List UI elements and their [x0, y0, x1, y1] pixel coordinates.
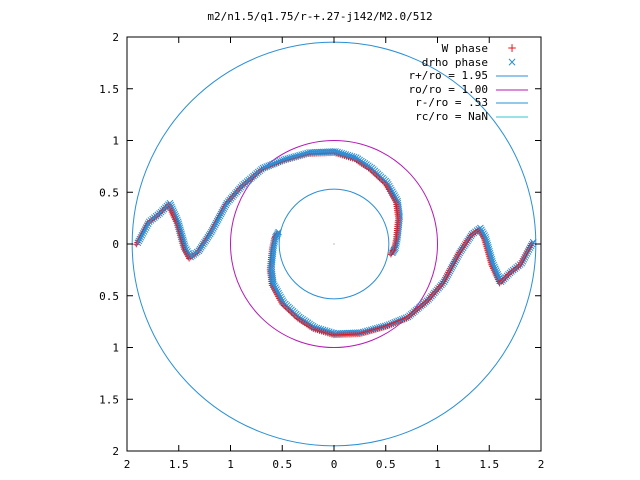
- legend-marker-w-phase: +: [507, 41, 517, 55]
- drho-phase-point-172: [486, 249, 494, 257]
- legend-marker-drho-phase: ×: [507, 55, 517, 69]
- drho-phase-point-272: [344, 151, 352, 159]
- drho-phase-point-27: [270, 280, 277, 288]
- drho-phase-point-413: [144, 220, 152, 228]
- drho-phase-point-166: [483, 237, 491, 245]
- drho-phase-point-173: [487, 251, 494, 259]
- drho-phase-point-26: [269, 278, 277, 286]
- drho-phase-point-423: [134, 239, 142, 247]
- y-tick-label-7: 1.5: [99, 393, 119, 406]
- drho-phase-point-30: [273, 286, 280, 293]
- drho-phase-point-422: [135, 237, 143, 245]
- axis-ticks: 2 1.5 1 0.5 0 0.5 1 1.5 221.510.500.511.52: [99, 31, 544, 471]
- drho-phase-point-35: [278, 295, 286, 303]
- drho-phase-point-273: [342, 151, 350, 158]
- drho-phase-point-32: [275, 289, 282, 297]
- drho-phase-point-176: [488, 257, 496, 265]
- drho-phase-point-169: [485, 243, 492, 251]
- drho-phase-point-274: [340, 150, 348, 158]
- data-points: [133, 148, 537, 339]
- drho-phase-point-271: [346, 152, 354, 160]
- y-tick-label-2: 1: [112, 135, 119, 148]
- circle-1: [230, 140, 438, 348]
- drho-phase-point-270: [348, 153, 356, 160]
- y-tick-label-0: 2: [112, 31, 119, 44]
- drho-phase-point-417: [140, 228, 148, 235]
- drho-phase-point-160: [478, 226, 485, 234]
- center-dot: [333, 243, 335, 245]
- drho-phase-point-175: [488, 255, 496, 263]
- drho-phase-point-31: [274, 287, 281, 295]
- x-tick-label-1: 1.5: [169, 458, 189, 471]
- drho-phase-point-415: [142, 224, 150, 231]
- drho-phase-point-181: [492, 267, 500, 275]
- y-tick-label-4: 0: [112, 238, 119, 251]
- drho-phase-point-418: [139, 230, 147, 237]
- legend-label-rc: rc/ro = NaN: [415, 110, 488, 123]
- drho-phase-point-180: [491, 265, 499, 273]
- drho-phase-point-29: [272, 284, 279, 291]
- x-tick-label-2: 1: [227, 458, 234, 471]
- drho-phase-point-276: [336, 149, 343, 157]
- legend: W phase + drho phase × r+/ro = 1.95 ro/r…: [409, 41, 528, 123]
- drho-phase-point-174: [487, 253, 495, 261]
- x-tick-label-8: 2: [538, 458, 545, 471]
- drho-phase-point-416: [141, 226, 149, 233]
- chart-title: m2/n1.5/q1.75/r-+.27-j142/M2.0/512: [207, 10, 432, 23]
- legend-label-r-plus: r+/ro = 1.95: [409, 69, 488, 82]
- y-tick-label-1: 1.5: [99, 83, 119, 96]
- drho-phase-point-178: [490, 261, 498, 269]
- drho-phase-point-414: [143, 222, 151, 230]
- y-tick-label-6: 1: [112, 342, 119, 355]
- drho-phase-point-162: [480, 230, 487, 237]
- y-tick-label-3: 0.5: [99, 186, 119, 199]
- x-tick-label-5: 0.5: [376, 458, 396, 471]
- drho-phase-point-164: [482, 233, 489, 241]
- drho-phase-point-159: [477, 224, 484, 232]
- drho-phase-point-179: [491, 263, 498, 271]
- drho-phase-point-420: [137, 233, 145, 241]
- x-tick-label-6: 1: [434, 458, 441, 471]
- drho-phase-point-412: [145, 218, 153, 226]
- x-tick-label-4: 0: [331, 458, 338, 471]
- drho-phase-point-421: [136, 235, 144, 243]
- y-tick-label-8: 2: [112, 445, 119, 458]
- legend-label-r-minus: r-/ro = .53: [415, 96, 488, 109]
- drho-phase-point-177: [489, 259, 497, 267]
- drho-phase-point-182: [493, 269, 501, 276]
- y-tick-label-5: 0.5: [99, 290, 119, 303]
- drho-phase-point-161: [479, 228, 486, 236]
- drho-phase-point-419: [138, 232, 146, 239]
- legend-label-ro: ro/ro = 1.00: [409, 83, 488, 96]
- drho-phase-point-183: [494, 271, 502, 278]
- drho-phase-point-275: [338, 149, 346, 157]
- drho-phase-point-269: [350, 153, 358, 161]
- circle-2: [278, 188, 390, 300]
- drho-phase-point-168: [484, 241, 492, 249]
- drho-phase-point-170: [485, 245, 493, 253]
- legend-label-drho-phase: drho phase: [422, 56, 488, 69]
- drho-phase-point-163: [481, 232, 488, 239]
- drho-phase-point-28: [271, 282, 278, 290]
- legend-label-w-phase: W phase: [442, 42, 488, 55]
- drho-phase-point-167: [483, 239, 491, 247]
- drho-phase-point-165: [482, 235, 490, 243]
- x-tick-label-3: 0.5: [272, 458, 292, 471]
- drho-phase-point-33: [276, 291, 283, 299]
- x-tick-label-0: 2: [124, 458, 131, 471]
- drho-phase-point-268: [352, 154, 360, 161]
- drho-phase-point-34: [277, 293, 284, 301]
- x-tick-label-7: 1.5: [479, 458, 499, 471]
- drho-phase-point-171: [486, 247, 493, 255]
